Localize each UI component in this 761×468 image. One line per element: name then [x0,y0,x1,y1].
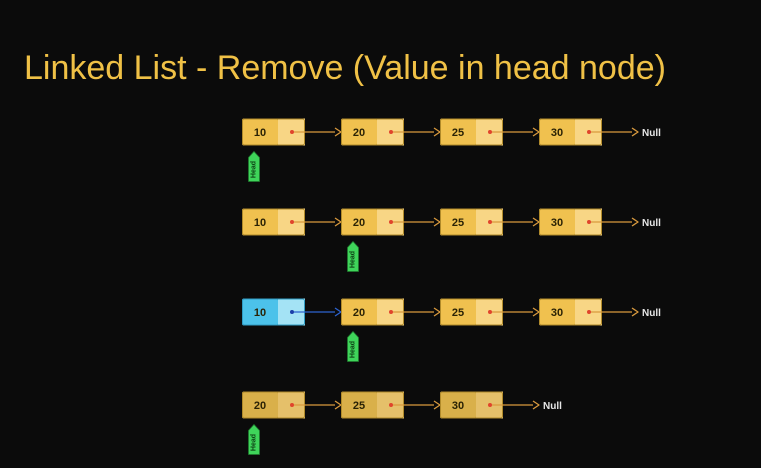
next-arrow-head [334,400,342,410]
null-label: Null [642,218,661,229]
node-value-label: 30 [551,127,563,139]
node-value-label: 30 [551,217,563,229]
node-value-box [539,118,575,146]
node-value-label: 20 [254,400,266,412]
next-arrow-head [334,127,342,137]
next-arrow-head [433,400,441,410]
head-tag-label: Head [350,251,357,268]
pointer-dot [587,310,591,314]
node-value-box [539,298,575,326]
node-value-box [242,298,278,326]
next-arrow-head [532,307,540,317]
node-value-label: 25 [353,400,365,412]
head-tag [347,240,359,272]
node-value-label: 10 [254,217,266,229]
slide-title: Linked List - Remove (Value in head node… [24,49,666,87]
next-arrow-head [631,127,639,137]
node-value-label: 20 [353,127,365,139]
next-arrow-head [532,127,540,137]
node-value-box [440,118,476,146]
head-tag [347,330,359,362]
null-label: Null [642,308,661,319]
pointer-dot [389,403,393,407]
next-arrow-head [334,217,342,227]
next-arrow-head [631,217,639,227]
node-value-box [242,118,278,146]
node-value-box [242,208,278,236]
head-tag [248,150,260,182]
node-value-label: 30 [452,400,464,412]
pointer-dot [488,220,492,224]
pointer-dot [389,130,393,134]
node-value-label: 10 [254,127,266,139]
node-value-label: 20 [353,307,365,319]
pointer-dot [488,310,492,314]
node-value-box [341,391,377,419]
next-arrow-head [532,217,540,227]
next-arrow-head [433,217,441,227]
pointer-dot [290,310,294,314]
node-value-label: 25 [452,307,464,319]
head-tag-label: Head [251,434,258,451]
node-value-label: 30 [551,307,563,319]
next-arrow-head [433,127,441,137]
pointer-dot [389,310,393,314]
node-value-label: 20 [353,217,365,229]
node-value-box [341,208,377,236]
head-tag [248,423,260,455]
head-tag-label: Head [350,341,357,358]
pointer-dot [488,403,492,407]
node-value-label: 10 [254,307,266,319]
pointer-dot [290,130,294,134]
node-value-box [440,208,476,236]
null-label: Null [642,128,661,139]
node-value-box [341,298,377,326]
next-arrow-head [631,307,639,317]
pointer-dot [290,220,294,224]
node-value-box [242,391,278,419]
pointer-dot [587,130,591,134]
node-value-label: 25 [452,127,464,139]
node-value-box [341,118,377,146]
pointer-dot [488,130,492,134]
next-arrow-head [433,307,441,317]
next-arrow-head [334,307,342,317]
node-value-box [539,208,575,236]
head-tag-label: Head [251,161,258,178]
node-value-box [440,298,476,326]
pointer-dot [389,220,393,224]
pointer-dot [290,403,294,407]
next-arrow-head [532,400,540,410]
pointer-dot [587,220,591,224]
node-value-box [440,391,476,419]
null-label: Null [543,401,562,412]
node-value-label: 25 [452,217,464,229]
